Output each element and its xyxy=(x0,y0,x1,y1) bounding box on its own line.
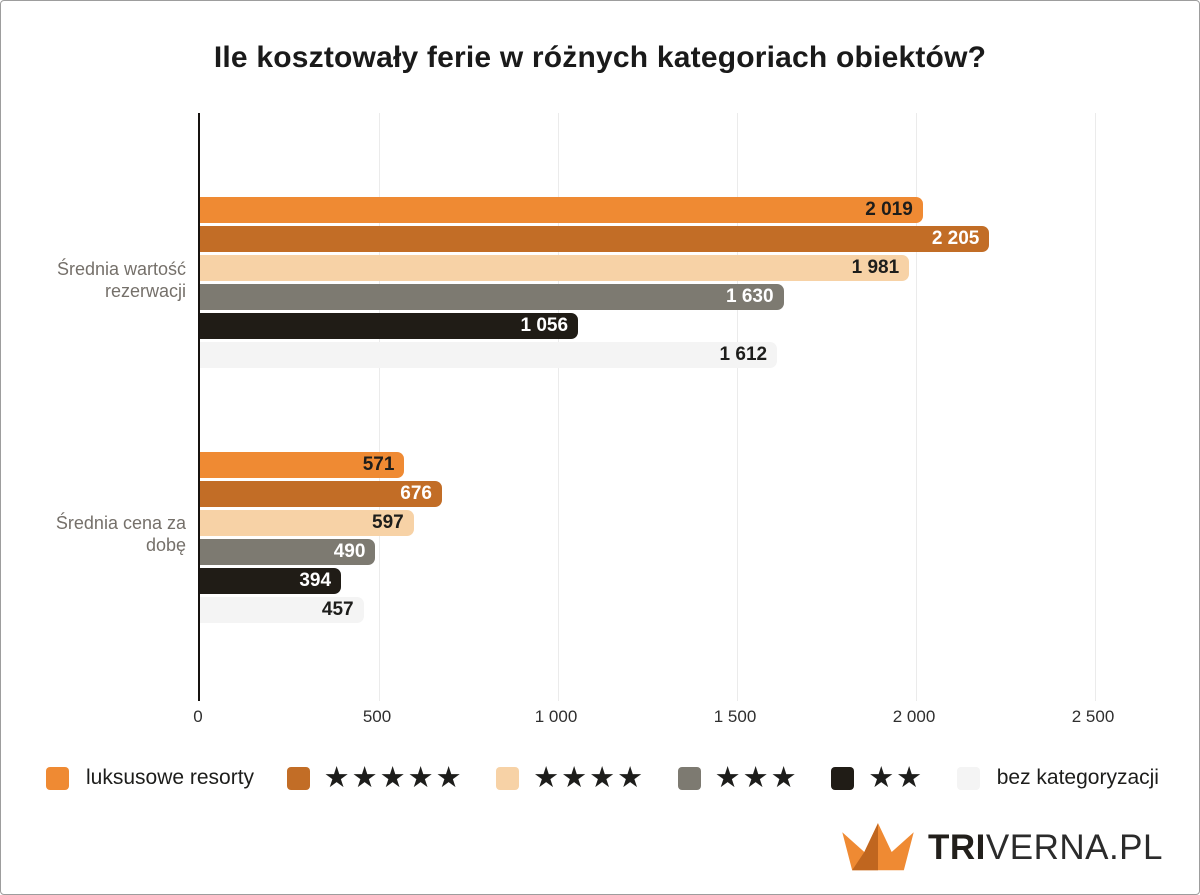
bar: 394 xyxy=(200,568,342,594)
x-tick-label: 1 500 xyxy=(713,707,757,726)
bar-value-label: 1 981 xyxy=(851,257,900,278)
legend-swatch xyxy=(677,766,701,790)
legend-item: ★★★★ xyxy=(496,761,646,794)
legend-label: bez kategoryzacji xyxy=(996,766,1159,789)
triverna-logo: TRIVERNA.PL xyxy=(840,820,1163,875)
legend-label: luksusowe resorty xyxy=(86,766,255,789)
legend-swatch xyxy=(831,766,855,790)
x-tick-label: 500 xyxy=(362,707,392,726)
legend-swatch xyxy=(286,766,310,790)
legend-item: bez kategoryzacji xyxy=(956,766,1159,790)
bar-value-label: 2 205 xyxy=(931,228,980,249)
group-label-average-booking-value: Średnia wartość rezerwacji xyxy=(56,259,186,301)
gridline xyxy=(379,113,380,701)
legend: luksusowe resorty ★★★★★ ★★★★ ★★★ ★★ bez kateg… xyxy=(46,763,1159,793)
legend-item: ★★ xyxy=(831,761,925,794)
bar-value-label: 597 xyxy=(372,512,404,533)
logo-text-tri: TRI xyxy=(927,827,986,867)
bar-value-label: 1 612 xyxy=(719,344,768,365)
gridlines xyxy=(200,113,1096,701)
bar-value-label: 571 xyxy=(362,454,395,475)
bar: 1 056 xyxy=(200,313,579,339)
bar-value-label: 394 xyxy=(299,570,332,591)
bar: 2 019 xyxy=(200,197,923,223)
bar-value-label: 2 019 xyxy=(865,199,913,220)
bar: 2 205 xyxy=(200,226,990,252)
bar: 676 xyxy=(200,481,442,507)
legend-item: ★★★★★ xyxy=(286,761,464,794)
legend-item: luksusowe resorty xyxy=(46,766,254,790)
bar-value-label: 1 056 xyxy=(520,315,569,336)
bar-value-label: 1 630 xyxy=(725,286,774,307)
legend-swatch xyxy=(496,766,520,790)
gridline xyxy=(737,113,738,701)
group-label-average-price-per-night: Średnia cena za dobę xyxy=(55,513,186,555)
bar: 1 630 xyxy=(200,284,784,310)
bar: 597 xyxy=(200,510,414,536)
bar-value-label: 490 xyxy=(333,541,366,562)
crown-icon xyxy=(842,823,914,871)
legend-label: ★★★★★ xyxy=(323,761,464,794)
logo-wordmark: TRIVERNA.PL xyxy=(928,828,1163,868)
logo-text-verna-pl: VERNA.PL xyxy=(985,827,1163,867)
gridline xyxy=(1095,113,1096,701)
x-tick-label: 1 000 xyxy=(534,707,578,726)
legend-label: ★★★★ xyxy=(533,761,646,794)
legend-label: ★★ xyxy=(868,761,925,794)
gridline xyxy=(916,113,917,701)
legend-swatch xyxy=(956,766,980,790)
x-tick-label: 2 500 xyxy=(1071,707,1115,726)
bar-group-average-booking-value: 2 019 2 205 1 981 1 630 1 056 1 612 xyxy=(200,197,1095,371)
bar: 1 612 xyxy=(200,342,778,368)
bar: 457 xyxy=(200,597,364,623)
legend-item: ★★★ xyxy=(677,761,799,794)
bar: 1 981 xyxy=(200,255,910,281)
x-axis-tick-labels: 0 500 1 000 1 500 2 000 2 500 xyxy=(193,707,1114,731)
bar-value-label: 676 xyxy=(400,483,432,504)
legend-swatch xyxy=(46,766,69,790)
bar: 490 xyxy=(200,539,376,565)
bar-value-label: 457 xyxy=(321,599,354,620)
x-tick-label: 2 000 xyxy=(892,707,936,726)
gridline xyxy=(558,113,559,701)
chart-title: Ile kosztowały ferie w różnych kategoria… xyxy=(213,41,987,74)
plot-area: 2 019 2 205 1 981 1 630 1 056 1 612 571 676 597… xyxy=(198,113,1096,701)
bar: 571 xyxy=(200,452,405,478)
legend-label: ★★★ xyxy=(714,761,799,794)
bar-group-average-price-per-night: 571 676 597 490 394 457 xyxy=(200,452,1095,626)
x-tick-label: 0 xyxy=(193,707,203,726)
